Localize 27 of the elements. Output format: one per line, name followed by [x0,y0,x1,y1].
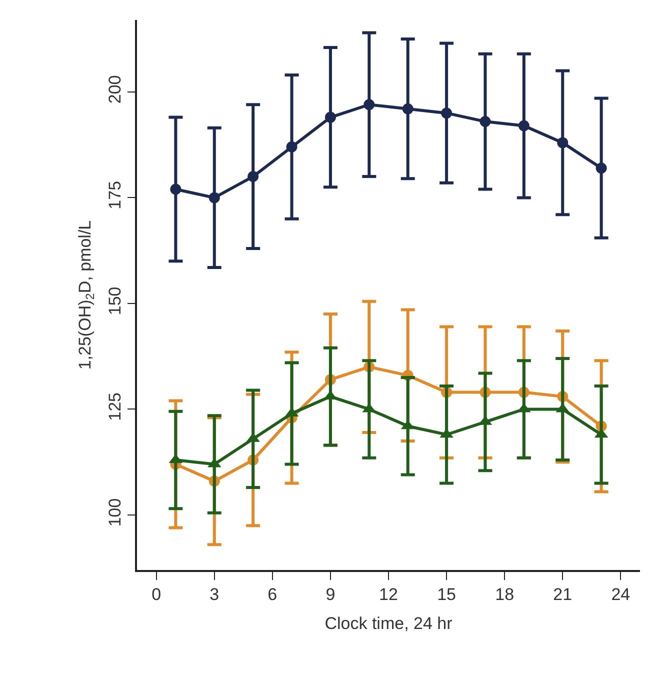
point [208,192,220,204]
point [402,103,414,114]
x-tick-label: 12 [379,585,398,604]
point [441,108,452,119]
x-tick-label: 21 [553,585,572,604]
point [596,162,607,174]
point [170,184,182,195]
x-tick-label: 3 [210,585,220,604]
point [364,99,375,110]
y-tick-label: 150 [105,286,124,316]
point [324,112,336,123]
point [480,116,491,128]
y-tick-label: 175 [105,180,124,210]
x-tick-label: 18 [495,585,514,604]
point [286,141,298,152]
x-tick-label: 0 [152,585,162,604]
x-tick-label: 6 [268,585,278,604]
x-tick-label: 15 [437,585,456,604]
y-tick-label: 100 [105,498,124,527]
y-tick-label: 125 [105,392,124,421]
point [518,120,530,132]
point [557,137,568,148]
x-tick-label: 9 [326,585,336,604]
y-tick-label: 200 [105,75,124,104]
x-axis-title: Clock time, 24 hr [324,614,453,634]
point [248,171,259,182]
x-tick-label: 24 [611,585,630,604]
